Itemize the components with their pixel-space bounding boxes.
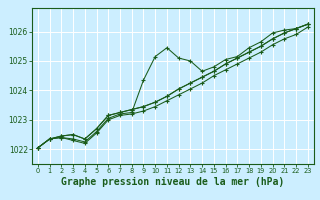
X-axis label: Graphe pression niveau de la mer (hPa): Graphe pression niveau de la mer (hPa)	[61, 177, 284, 187]
